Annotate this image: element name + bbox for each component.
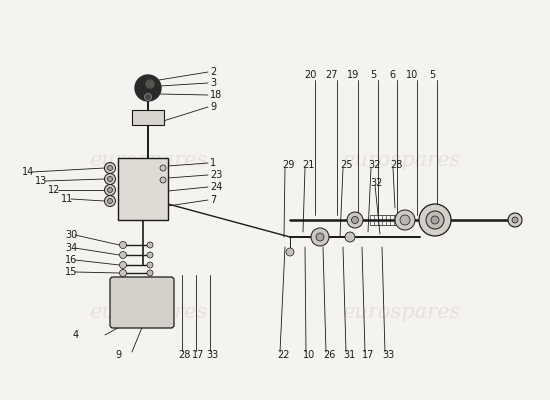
Circle shape <box>512 217 518 223</box>
Circle shape <box>147 262 153 268</box>
Text: eurospares: eurospares <box>342 302 461 322</box>
Text: 34: 34 <box>65 243 77 253</box>
Text: eurospares: eurospares <box>342 150 461 170</box>
Text: 29: 29 <box>282 160 294 170</box>
Text: 10: 10 <box>303 350 315 360</box>
Circle shape <box>104 174 116 184</box>
Text: 15: 15 <box>65 267 78 277</box>
Circle shape <box>107 166 113 170</box>
Text: 16: 16 <box>65 255 77 265</box>
Circle shape <box>104 162 116 174</box>
Circle shape <box>104 184 116 196</box>
Text: 7: 7 <box>210 195 216 205</box>
Circle shape <box>119 270 126 276</box>
Circle shape <box>147 270 153 276</box>
Circle shape <box>160 165 166 171</box>
Text: 10: 10 <box>406 70 418 80</box>
Text: 1: 1 <box>210 158 216 168</box>
Text: 3: 3 <box>210 78 216 88</box>
Circle shape <box>145 94 151 100</box>
Text: 14: 14 <box>22 167 34 177</box>
Text: 21: 21 <box>302 160 315 170</box>
Text: 2: 2 <box>210 67 216 77</box>
Text: 32: 32 <box>370 178 382 188</box>
Circle shape <box>316 233 324 241</box>
Text: 5: 5 <box>429 70 435 80</box>
Circle shape <box>107 188 113 192</box>
Circle shape <box>104 196 116 206</box>
Circle shape <box>347 212 363 228</box>
Bar <box>118 158 168 220</box>
Text: 4: 4 <box>73 330 79 340</box>
Text: 17: 17 <box>192 350 205 360</box>
Text: 24: 24 <box>210 182 222 192</box>
Text: 27: 27 <box>326 70 338 80</box>
Text: eurospares: eurospares <box>89 150 208 170</box>
Circle shape <box>147 242 153 248</box>
Circle shape <box>431 216 439 224</box>
Bar <box>132 110 164 125</box>
Text: 33: 33 <box>206 350 218 360</box>
Text: 18: 18 <box>210 90 222 100</box>
Text: 33: 33 <box>382 350 394 360</box>
Circle shape <box>147 252 153 258</box>
Circle shape <box>135 75 161 101</box>
Text: 12: 12 <box>48 185 60 195</box>
Text: 32: 32 <box>368 160 381 170</box>
Text: 9: 9 <box>115 350 121 360</box>
Text: 25: 25 <box>340 160 353 170</box>
Text: 9: 9 <box>210 102 216 112</box>
Circle shape <box>119 252 126 258</box>
Circle shape <box>160 177 166 183</box>
Text: 17: 17 <box>362 350 375 360</box>
Circle shape <box>119 262 126 268</box>
Text: 28: 28 <box>390 160 403 170</box>
Text: 13: 13 <box>35 176 47 186</box>
Circle shape <box>311 228 329 246</box>
Circle shape <box>395 210 415 230</box>
Text: 11: 11 <box>61 194 73 204</box>
Circle shape <box>107 176 113 182</box>
Text: 30: 30 <box>65 230 77 240</box>
FancyBboxPatch shape <box>110 277 174 328</box>
Text: 26: 26 <box>323 350 336 360</box>
Text: eurospares: eurospares <box>89 302 208 322</box>
Text: 23: 23 <box>210 170 222 180</box>
Text: 22: 22 <box>277 350 289 360</box>
Text: 19: 19 <box>347 70 359 80</box>
Circle shape <box>119 242 126 248</box>
Circle shape <box>426 211 444 229</box>
Circle shape <box>400 215 410 225</box>
Circle shape <box>508 213 522 227</box>
Circle shape <box>107 198 113 204</box>
Circle shape <box>351 216 359 224</box>
Circle shape <box>286 248 294 256</box>
Text: 31: 31 <box>343 350 355 360</box>
Text: 20: 20 <box>304 70 316 80</box>
Circle shape <box>146 80 154 88</box>
Text: 28: 28 <box>178 350 190 360</box>
Text: 5: 5 <box>370 70 376 80</box>
Text: 6: 6 <box>389 70 395 80</box>
Circle shape <box>345 232 355 242</box>
Circle shape <box>419 204 451 236</box>
